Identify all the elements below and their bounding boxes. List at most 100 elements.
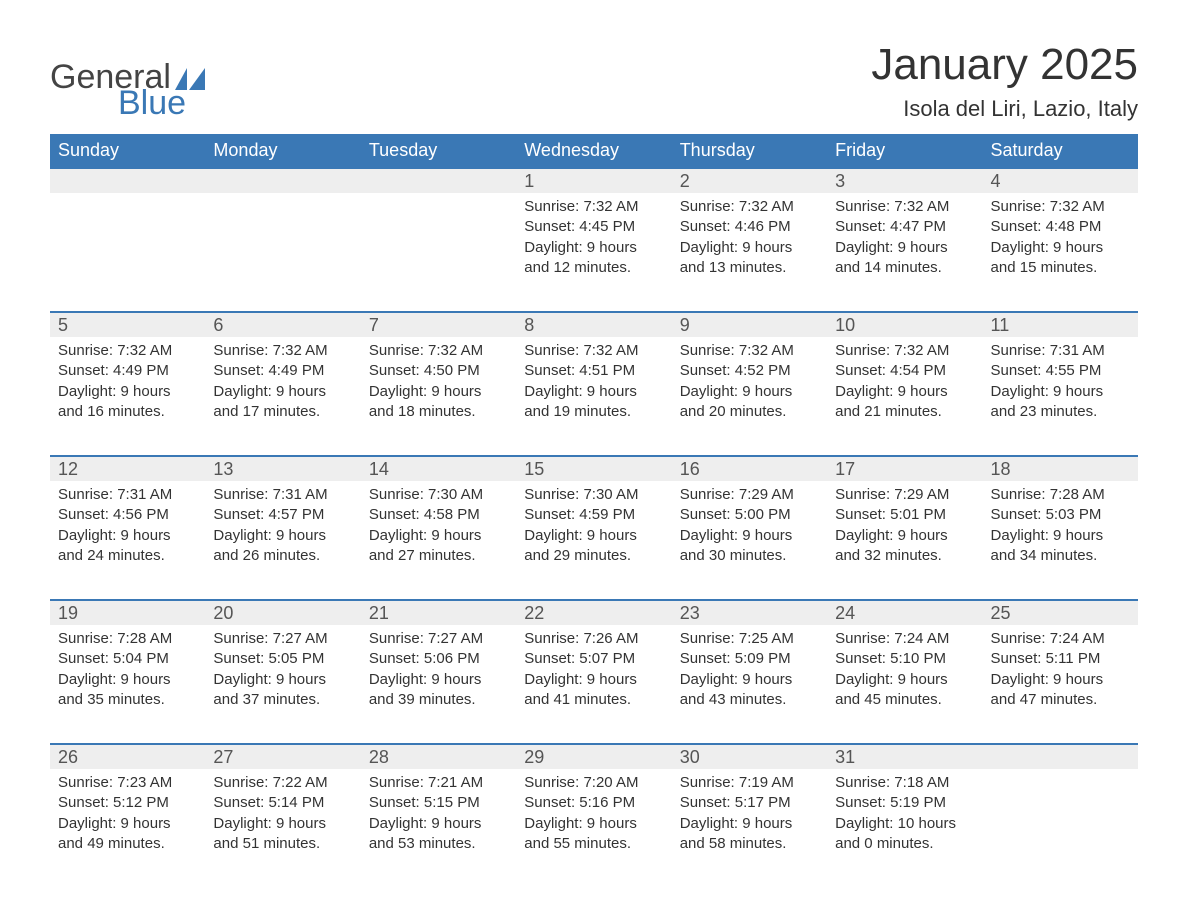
- day-header-row: SundayMondayTuesdayWednesdayThursdayFrid…: [50, 134, 1138, 168]
- day-dl2: and 0 minutes.: [835, 834, 974, 854]
- day-number: 13: [205, 457, 360, 481]
- day-sunset: Sunset: 4:57 PM: [213, 505, 352, 525]
- day-content: Sunrise: 7:24 AMSunset: 5:10 PMDaylight:…: [827, 625, 982, 730]
- day-sunrise: Sunrise: 7:23 AM: [58, 773, 197, 793]
- day-sunset: Sunset: 5:16 PM: [524, 793, 663, 813]
- day-content: Sunrise: 7:31 AMSunset: 4:56 PMDaylight:…: [50, 481, 205, 586]
- week-row: 12Sunrise: 7:31 AMSunset: 4:56 PMDayligh…: [50, 456, 1138, 586]
- day-dl2: and 21 minutes.: [835, 402, 974, 422]
- day-dl1: Daylight: 9 hours: [58, 382, 197, 402]
- day-header: Tuesday: [361, 134, 516, 168]
- day-dl2: and 23 minutes.: [991, 402, 1130, 422]
- day-cell: 17Sunrise: 7:29 AMSunset: 5:01 PMDayligh…: [827, 456, 982, 586]
- day-content: Sunrise: 7:32 AMSunset: 4:48 PMDaylight:…: [983, 193, 1138, 298]
- day-number: [205, 169, 360, 193]
- day-header: Monday: [205, 134, 360, 168]
- day-sunset: Sunset: 4:50 PM: [369, 361, 508, 381]
- day-content: Sunrise: 7:29 AMSunset: 5:00 PMDaylight:…: [672, 481, 827, 586]
- day-dl2: and 39 minutes.: [369, 690, 508, 710]
- day-dl2: and 32 minutes.: [835, 546, 974, 566]
- day-cell: 21Sunrise: 7:27 AMSunset: 5:06 PMDayligh…: [361, 600, 516, 730]
- day-dl2: and 24 minutes.: [58, 546, 197, 566]
- day-cell: 29Sunrise: 7:20 AMSunset: 5:16 PMDayligh…: [516, 744, 671, 874]
- day-sunset: Sunset: 4:47 PM: [835, 217, 974, 237]
- day-number: 17: [827, 457, 982, 481]
- day-content: Sunrise: 7:32 AMSunset: 4:50 PMDaylight:…: [361, 337, 516, 442]
- day-cell: 5Sunrise: 7:32 AMSunset: 4:49 PMDaylight…: [50, 312, 205, 442]
- day-dl1: Daylight: 9 hours: [680, 814, 819, 834]
- day-sunrise: Sunrise: 7:28 AM: [991, 485, 1130, 505]
- day-content: Sunrise: 7:32 AMSunset: 4:46 PMDaylight:…: [672, 193, 827, 298]
- day-number: 25: [983, 601, 1138, 625]
- day-sunrise: Sunrise: 7:32 AM: [991, 197, 1130, 217]
- day-dl2: and 51 minutes.: [213, 834, 352, 854]
- day-sunset: Sunset: 4:45 PM: [524, 217, 663, 237]
- day-sunset: Sunset: 4:59 PM: [524, 505, 663, 525]
- day-sunrise: Sunrise: 7:24 AM: [991, 629, 1130, 649]
- day-dl2: and 12 minutes.: [524, 258, 663, 278]
- day-cell: 7Sunrise: 7:32 AMSunset: 4:50 PMDaylight…: [361, 312, 516, 442]
- day-cell: 2Sunrise: 7:32 AMSunset: 4:46 PMDaylight…: [672, 168, 827, 298]
- day-content: Sunrise: 7:27 AMSunset: 5:05 PMDaylight:…: [205, 625, 360, 730]
- day-dl2: and 17 minutes.: [213, 402, 352, 422]
- day-content: Sunrise: 7:32 AMSunset: 4:52 PMDaylight:…: [672, 337, 827, 442]
- day-cell: 9Sunrise: 7:32 AMSunset: 4:52 PMDaylight…: [672, 312, 827, 442]
- day-content: Sunrise: 7:32 AMSunset: 4:49 PMDaylight:…: [50, 337, 205, 442]
- day-sunset: Sunset: 4:49 PM: [58, 361, 197, 381]
- day-dl1: Daylight: 9 hours: [524, 382, 663, 402]
- day-cell: 20Sunrise: 7:27 AMSunset: 5:05 PMDayligh…: [205, 600, 360, 730]
- day-content: Sunrise: 7:21 AMSunset: 5:15 PMDaylight:…: [361, 769, 516, 874]
- day-sunrise: Sunrise: 7:32 AM: [680, 197, 819, 217]
- page-subtitle: Isola del Liri, Lazio, Italy: [871, 96, 1138, 122]
- day-content: [361, 193, 516, 285]
- day-cell: [50, 168, 205, 298]
- day-sunset: Sunset: 5:01 PM: [835, 505, 974, 525]
- day-dl2: and 34 minutes.: [991, 546, 1130, 566]
- day-number: 6: [205, 313, 360, 337]
- day-content: Sunrise: 7:31 AMSunset: 4:55 PMDaylight:…: [983, 337, 1138, 442]
- day-header: Saturday: [983, 134, 1138, 168]
- week-row: 19Sunrise: 7:28 AMSunset: 5:04 PMDayligh…: [50, 600, 1138, 730]
- day-dl1: Daylight: 9 hours: [680, 670, 819, 690]
- day-dl1: Daylight: 9 hours: [369, 814, 508, 834]
- day-cell: 10Sunrise: 7:32 AMSunset: 4:54 PMDayligh…: [827, 312, 982, 442]
- day-cell: 31Sunrise: 7:18 AMSunset: 5:19 PMDayligh…: [827, 744, 982, 874]
- day-dl1: Daylight: 9 hours: [991, 526, 1130, 546]
- spacer-row: [50, 730, 1138, 744]
- day-sunrise: Sunrise: 7:19 AM: [680, 773, 819, 793]
- day-sunset: Sunset: 4:56 PM: [58, 505, 197, 525]
- calendar-table: SundayMondayTuesdayWednesdayThursdayFrid…: [50, 134, 1138, 874]
- day-number: 14: [361, 457, 516, 481]
- day-cell: 6Sunrise: 7:32 AMSunset: 4:49 PMDaylight…: [205, 312, 360, 442]
- day-content: [50, 193, 205, 285]
- day-content: Sunrise: 7:18 AMSunset: 5:19 PMDaylight:…: [827, 769, 982, 874]
- spacer-row: [50, 298, 1138, 312]
- day-cell: 11Sunrise: 7:31 AMSunset: 4:55 PMDayligh…: [983, 312, 1138, 442]
- day-content: Sunrise: 7:32 AMSunset: 4:54 PMDaylight:…: [827, 337, 982, 442]
- day-sunrise: Sunrise: 7:18 AM: [835, 773, 974, 793]
- day-content: Sunrise: 7:26 AMSunset: 5:07 PMDaylight:…: [516, 625, 671, 730]
- day-dl2: and 58 minutes.: [680, 834, 819, 854]
- day-sunrise: Sunrise: 7:32 AM: [680, 341, 819, 361]
- day-number: 21: [361, 601, 516, 625]
- day-number: 23: [672, 601, 827, 625]
- day-dl2: and 30 minutes.: [680, 546, 819, 566]
- day-dl1: Daylight: 9 hours: [213, 670, 352, 690]
- day-dl2: and 13 minutes.: [680, 258, 819, 278]
- day-sunrise: Sunrise: 7:31 AM: [213, 485, 352, 505]
- day-sunrise: Sunrise: 7:32 AM: [835, 197, 974, 217]
- day-dl1: Daylight: 9 hours: [213, 382, 352, 402]
- day-sunrise: Sunrise: 7:32 AM: [835, 341, 974, 361]
- day-cell: 16Sunrise: 7:29 AMSunset: 5:00 PMDayligh…: [672, 456, 827, 586]
- day-number: 22: [516, 601, 671, 625]
- day-sunset: Sunset: 4:52 PM: [680, 361, 819, 381]
- day-number: [361, 169, 516, 193]
- day-dl2: and 16 minutes.: [58, 402, 197, 422]
- day-content: Sunrise: 7:32 AMSunset: 4:47 PMDaylight:…: [827, 193, 982, 298]
- day-dl1: Daylight: 9 hours: [58, 814, 197, 834]
- day-number: 27: [205, 745, 360, 769]
- day-sunrise: Sunrise: 7:32 AM: [58, 341, 197, 361]
- day-number: 18: [983, 457, 1138, 481]
- day-sunset: Sunset: 5:06 PM: [369, 649, 508, 669]
- day-header: Thursday: [672, 134, 827, 168]
